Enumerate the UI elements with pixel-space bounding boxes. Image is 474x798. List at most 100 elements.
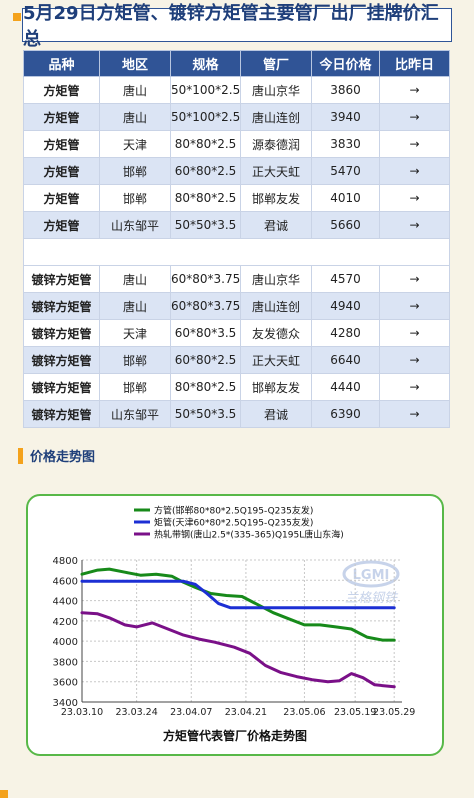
price-table: 品种 地区 规格 管厂 今日价格 比昨日 方矩管 唐山 50*100*2.5 唐山京华 3860 →…	[23, 50, 450, 428]
cell-spec: 50*50*3.5	[170, 400, 241, 428]
y-tick-label: 4600	[53, 576, 78, 587]
cell-change: →	[379, 319, 450, 347]
chart-card: LGMI 兰格钢铁 3400 3600 3800 4000 4200 4400 4600 4800…	[26, 494, 444, 756]
y-tick-label: 4000	[53, 637, 78, 648]
cell-change: →	[379, 373, 450, 401]
cell-region: 天津	[99, 130, 171, 158]
table-row: 方矩管 唐山 50*100*2.5 唐山京华 3860 →	[23, 76, 450, 104]
cell-spec: 60*80*3.5	[170, 319, 241, 347]
cell-mill: 唐山京华	[240, 76, 312, 104]
y-tick-label: 4800	[53, 556, 78, 567]
legend-label-1: 方管(邯郸80*80*2.5Q195-Q235友发)	[154, 505, 313, 517]
section-title: 价格走势图	[30, 450, 96, 465]
cell-mill: 友发德众	[240, 319, 312, 347]
cell-variety: 方矩管	[23, 130, 100, 158]
spacer-cell	[23, 238, 450, 266]
cell-region: 唐山	[99, 76, 171, 104]
cell-variety: 镀锌方矩管	[23, 319, 100, 347]
cell-price: 5660	[311, 211, 380, 239]
cell-change: →	[379, 292, 450, 320]
cell-price: 4440	[311, 373, 380, 401]
x-tick-label: 23.03.10	[61, 707, 103, 718]
table-row: 镀锌方矩管 唐山 60*80*3.75 唐山连创 4940 →	[23, 292, 450, 320]
cell-change: →	[379, 211, 450, 239]
page-title: 5月29日方矩管、镀锌方矩管主要管厂出厂挂牌价汇总	[23, 3, 439, 50]
cell-mill: 唐山连创	[240, 103, 312, 131]
corner-accent-bottom	[0, 790, 8, 798]
cell-variety: 镀锌方矩管	[23, 373, 100, 401]
column-header-price: 今日价格	[311, 50, 380, 77]
y-tick-label: 3400	[53, 698, 78, 709]
cell-mill: 正大天虹	[240, 157, 312, 185]
table-row: 方矩管 唐山 50*100*2.5 唐山连创 3940 →	[23, 103, 450, 131]
title-banner: 5月29日方矩管、镀锌方矩管主要管厂出厂挂牌价汇总	[22, 3, 452, 50]
legend-label-2: 矩管(天津60*80*2.5Q195-Q235友发)	[154, 517, 313, 529]
cell-price: 6390	[311, 400, 380, 428]
cell-change: →	[379, 346, 450, 374]
x-tick-label: 23.05.29	[373, 707, 415, 718]
cell-region: 邯郸	[99, 157, 171, 185]
column-header-change: 比昨日	[379, 50, 450, 77]
cell-region: 邯郸	[99, 373, 171, 401]
cell-mill: 邯郸友发	[240, 184, 312, 212]
x-tick-label: 23.04.07	[170, 707, 212, 718]
cell-spec: 80*80*2.5	[170, 184, 241, 212]
cell-spec: 60*80*3.75	[170, 265, 241, 293]
cell-price: 3940	[311, 103, 380, 131]
x-tick-label: 23.03.24	[115, 707, 157, 718]
cell-mill: 君诚	[240, 400, 312, 428]
cell-variety: 方矩管	[23, 157, 100, 185]
table-spacer-row	[23, 238, 450, 266]
cell-variety: 镀锌方矩管	[23, 400, 100, 428]
y-tick-label: 3800	[53, 657, 78, 668]
table-header-row: 品种 地区 规格 管厂 今日价格 比昨日	[23, 50, 450, 77]
section-heading: 价格走势图	[18, 446, 95, 465]
cell-spec: 50*100*2.5	[170, 76, 241, 104]
corner-accent-top	[13, 13, 21, 21]
table-row: 镀锌方矩管 天津 60*80*3.5 友发德众 4280 →	[23, 319, 450, 347]
cell-variety: 方矩管	[23, 76, 100, 104]
cell-spec: 80*80*2.5	[170, 130, 241, 158]
cell-price: 4570	[311, 265, 380, 293]
y-tick-label: 3600	[53, 678, 78, 689]
cell-variety: 方矩管	[23, 184, 100, 212]
cell-spec: 50*100*2.5	[170, 103, 241, 131]
cell-change: →	[379, 400, 450, 428]
cell-mill: 邯郸友发	[240, 373, 312, 401]
series-line-2	[80, 579, 396, 610]
series-line-3	[80, 611, 396, 689]
cell-mill: 唐山连创	[240, 292, 312, 320]
cell-price: 5470	[311, 157, 380, 185]
cell-variety: 方矩管	[23, 211, 100, 239]
table-row: 镀锌方矩管 邯郸 80*80*2.5 邯郸友发 4440 →	[23, 373, 450, 401]
cell-change: →	[379, 130, 450, 158]
x-tick-label: 23.04.21	[225, 707, 267, 718]
cell-spec: 60*80*3.75	[170, 292, 241, 320]
cell-variety: 镀锌方矩管	[23, 346, 100, 374]
column-header-region: 地区	[99, 50, 171, 77]
series-line-1	[80, 567, 396, 642]
table-row: 镀锌方矩管 唐山 60*80*3.75 唐山京华 4570 →	[23, 265, 450, 293]
cell-change: →	[379, 103, 450, 131]
cell-price: 4280	[311, 319, 380, 347]
column-header-spec: 规格	[170, 50, 241, 77]
cell-price: 3860	[311, 76, 380, 104]
cell-price: 4010	[311, 184, 380, 212]
cell-variety: 镀锌方矩管	[23, 265, 100, 293]
cell-price: 4940	[311, 292, 380, 320]
cell-region: 山东邹平	[99, 211, 171, 239]
cell-region: 天津	[99, 319, 171, 347]
watermark-text: 兰格钢铁	[345, 591, 399, 606]
chart-title: 方矩管代表管厂价格走势图	[163, 728, 307, 743]
table-row: 方矩管 邯郸 80*80*2.5 邯郸友发 4010 →	[23, 184, 450, 212]
table-row: 镀锌方矩管 山东邹平 50*50*3.5 君诚 6390 →	[23, 400, 450, 428]
cell-change: →	[379, 184, 450, 212]
watermark-logo-ring	[342, 560, 400, 588]
cell-mill: 君诚	[240, 211, 312, 239]
cell-region: 唐山	[99, 265, 171, 293]
table-row: 方矩管 邯郸 60*80*2.5 正大天虹 5470 →	[23, 157, 450, 185]
cell-spec: 60*80*2.5	[170, 346, 241, 374]
cell-region: 邯郸	[99, 346, 171, 374]
cell-variety: 镀锌方矩管	[23, 292, 100, 320]
cell-change: →	[379, 265, 450, 293]
